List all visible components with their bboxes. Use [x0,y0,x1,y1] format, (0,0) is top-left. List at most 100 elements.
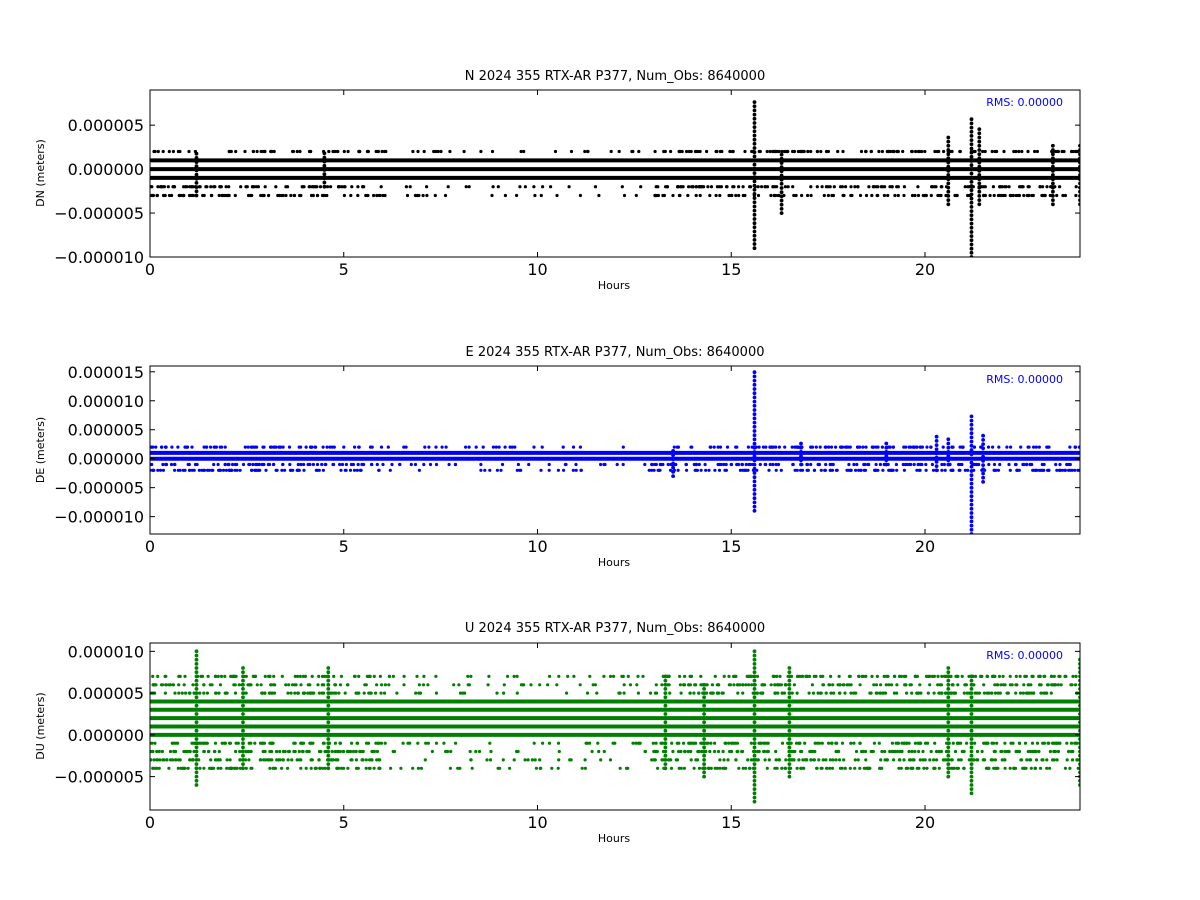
up-point [1021,766,1025,770]
up-spike-point [787,707,792,712]
north-point [875,193,879,198]
up-point [766,741,770,745]
up-point [982,741,986,745]
up-point [837,749,841,754]
up-point [1070,683,1074,687]
north-spike-point [977,156,982,161]
north-point [920,149,924,154]
north-point [597,193,601,198]
up-point [424,741,428,745]
up-point [290,683,295,687]
east-point [464,445,468,449]
north-spike-point [194,176,199,181]
north-point [1008,193,1012,198]
up-point [932,691,936,695]
up-point [434,741,439,745]
east-spike-point [969,502,974,507]
east-point [1037,445,1041,449]
up-point [694,683,698,687]
east-point [874,462,878,467]
east-point [280,468,284,472]
up-point [828,766,832,770]
up-point [804,758,808,762]
east-point [650,462,654,467]
up-point [618,766,622,770]
east-point [497,445,501,449]
east-point [1073,445,1078,449]
up-point [468,749,472,754]
east-point [202,468,207,472]
east-spike-point [799,441,803,446]
up-point [695,758,700,762]
up-point [808,749,812,754]
east-point [271,462,276,467]
up-point [595,691,599,695]
east-spike-point [752,466,757,471]
north-point [343,185,347,189]
east-point [878,462,883,467]
up-point [937,766,941,770]
up-point [899,674,904,679]
east-point [1077,468,1080,472]
north-point [425,185,429,189]
up-spike-point [326,695,331,700]
up-spike-point [663,720,668,725]
north-point [426,158,430,162]
up-point [879,758,883,762]
north-title: N 2024 355 RTX-AR P377, Num_Obs: 8640000 [465,69,765,84]
east-point [532,445,536,449]
up-spike-point [969,774,974,779]
up-point [869,691,873,695]
north-point [893,193,897,198]
east-spike-point [752,395,757,400]
up-point [486,683,490,687]
north-point [720,149,724,154]
east-point [447,462,451,467]
north-point [1017,149,1021,154]
up-spike-point [194,749,199,754]
north-point [263,158,267,162]
up-point [155,749,159,754]
up-point [216,674,220,679]
up-point [790,691,794,695]
north-point [210,193,214,198]
east-point [734,445,738,449]
east-point [824,462,828,467]
north-point [522,149,526,154]
north-spike-point [322,155,327,160]
up-point [824,758,828,762]
east-point [359,468,363,472]
north-spike-point [969,134,974,138]
up-spike-point [663,703,668,708]
north-point [655,158,659,162]
up-point [228,741,232,745]
north-point [159,185,163,189]
up-point [580,766,584,770]
north-point [443,158,447,162]
north-point [687,185,691,189]
north-spike-point [779,156,784,161]
up-point [708,749,712,754]
up-spike-point [969,783,974,787]
up-point [849,741,853,745]
up-point [668,691,672,695]
east-point [1026,445,1030,449]
east-point [243,445,247,449]
up-point [744,766,748,770]
east-spike-point [752,374,757,379]
north-point [537,158,541,162]
up-point [995,741,999,745]
east-point [223,445,227,449]
north-point [709,185,714,189]
north-point [676,185,680,189]
up-point [775,674,779,679]
up-point [191,683,195,687]
up-spike-point [969,682,974,687]
north-spike-point [752,200,757,205]
north-point [710,158,714,162]
north-point [728,149,732,154]
east-point [812,468,817,472]
up-point [778,674,782,679]
up-point [269,683,273,687]
east-spike-point [752,382,757,387]
